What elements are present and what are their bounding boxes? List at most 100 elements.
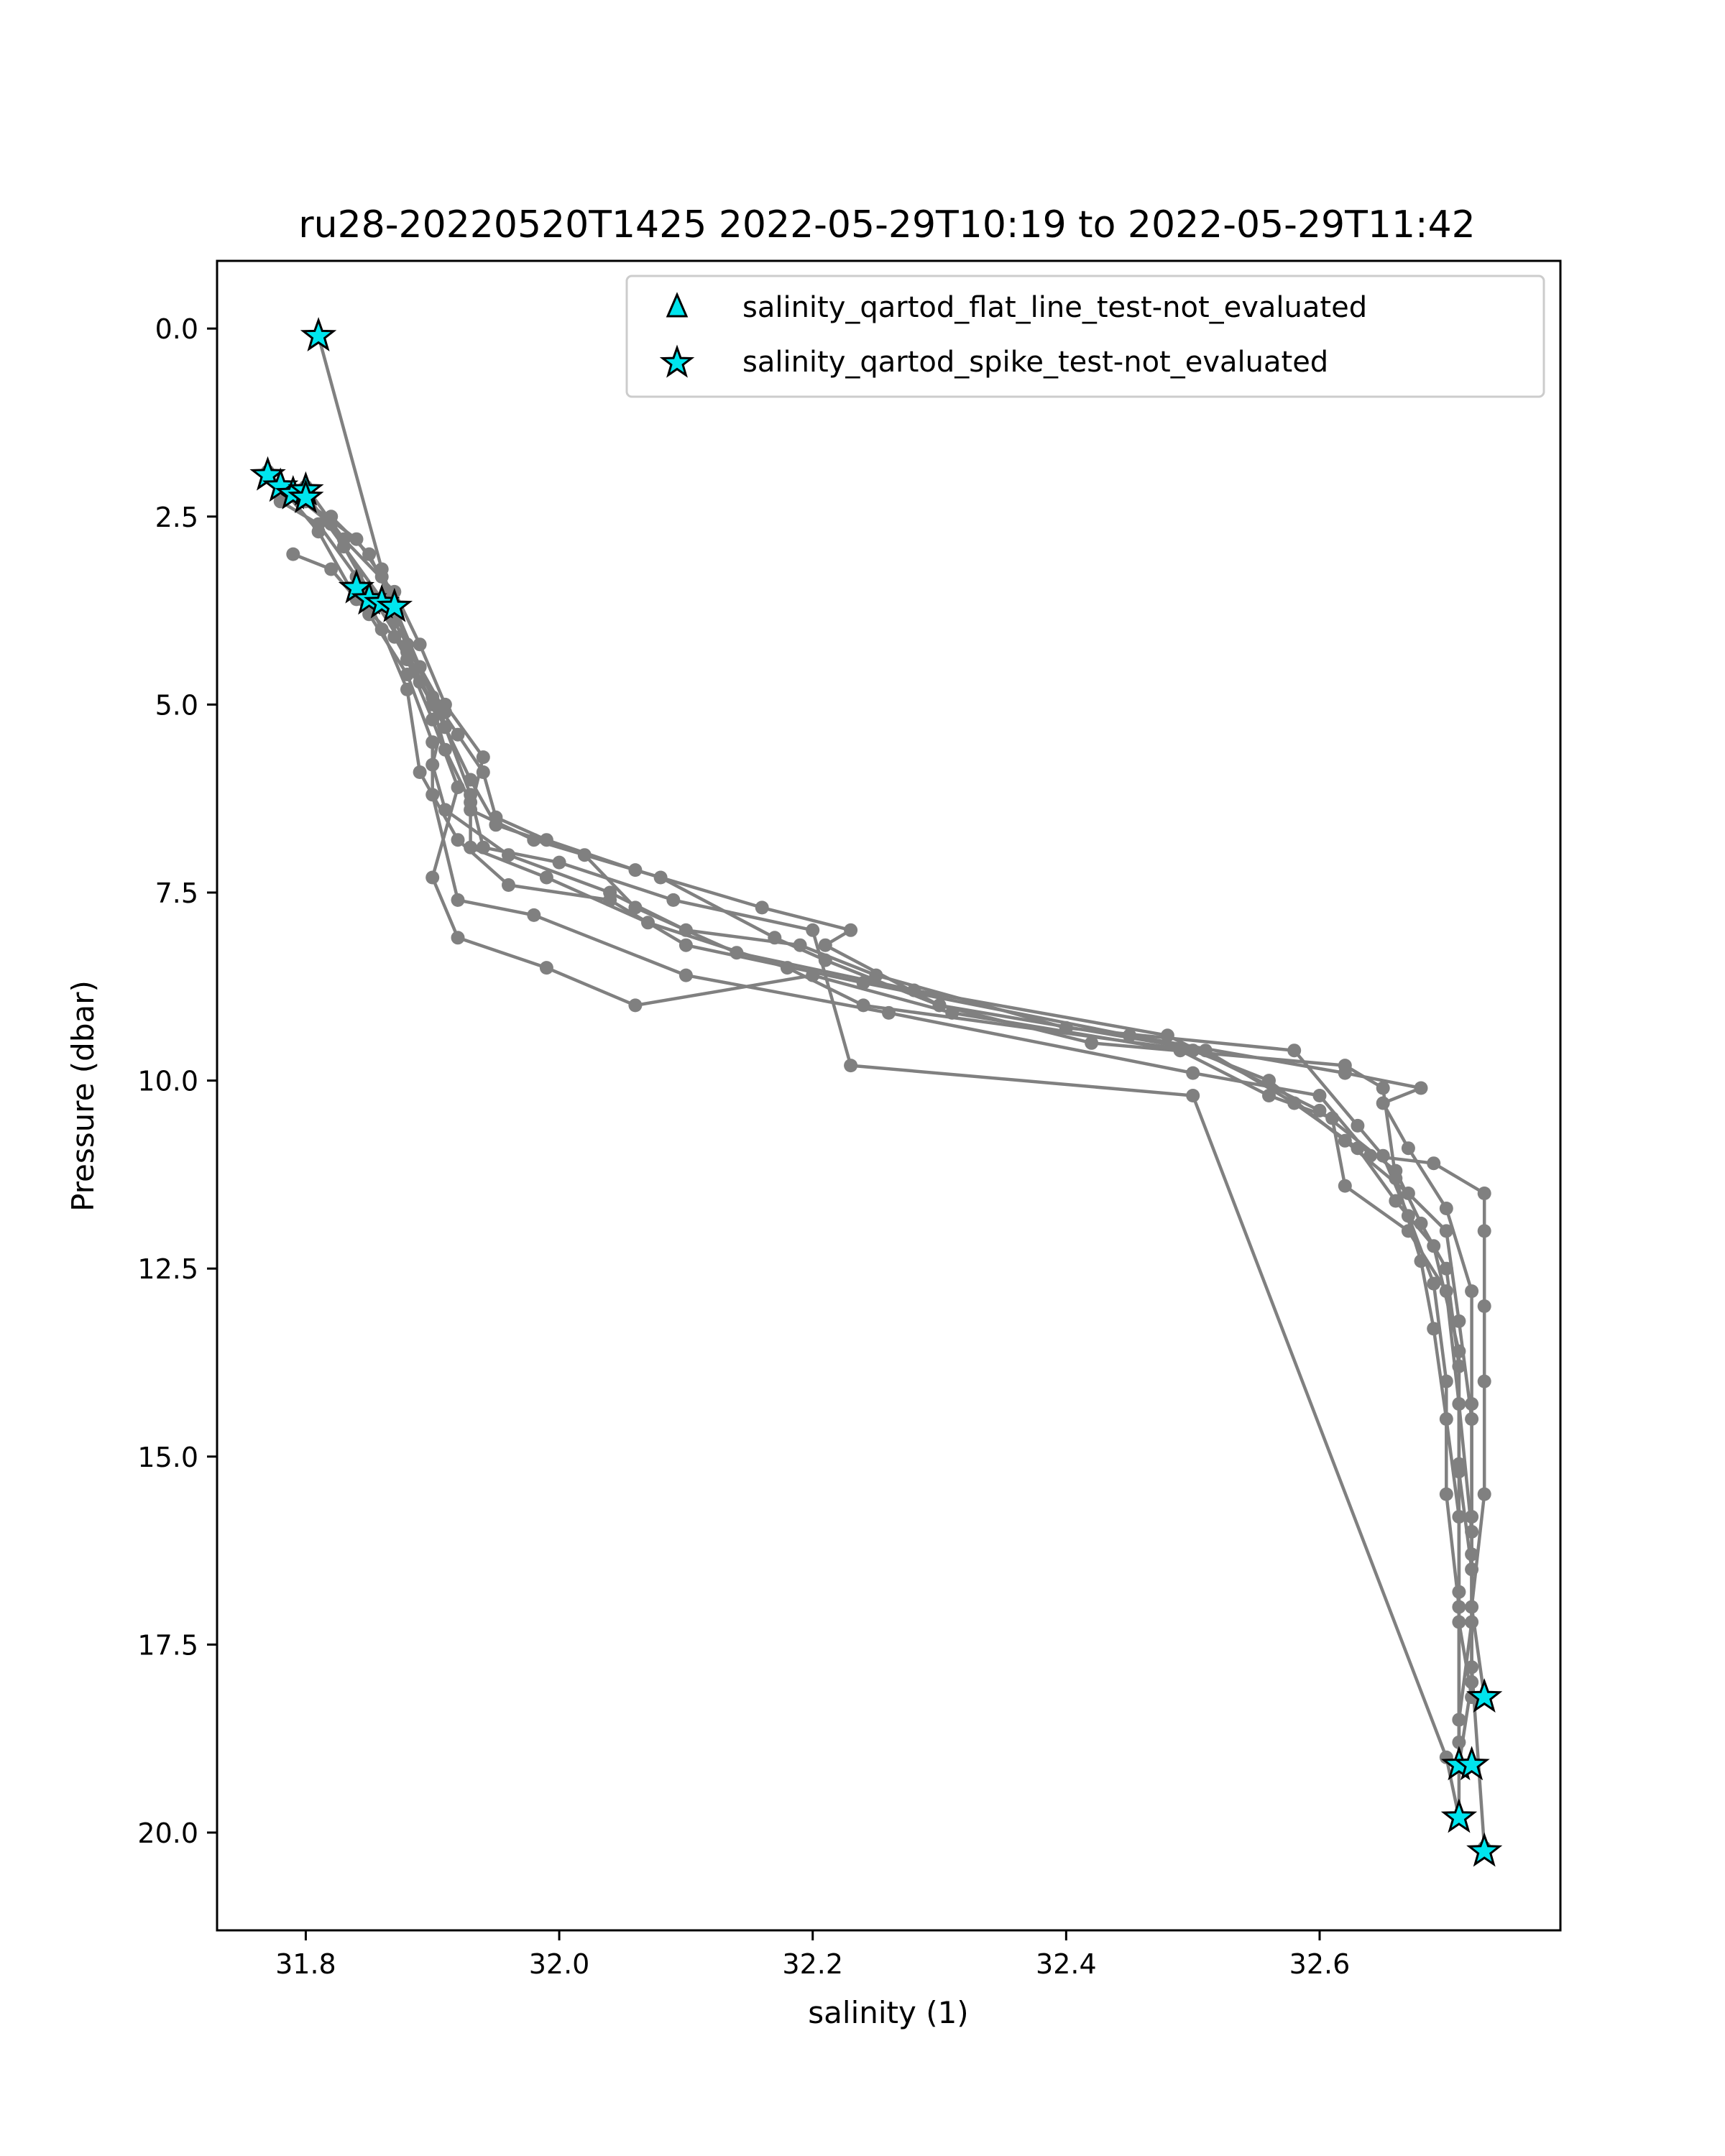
legend-box — [625, 275, 1545, 398]
data-point — [1477, 1487, 1491, 1501]
data-point — [932, 998, 947, 1013]
data-point — [362, 547, 377, 561]
data-point — [1439, 1224, 1453, 1238]
data-point — [286, 547, 300, 561]
data-point — [844, 923, 858, 937]
data-point — [1477, 1224, 1491, 1238]
data-point — [1477, 1374, 1491, 1388]
data-point — [678, 968, 693, 982]
data-point — [374, 622, 389, 637]
spike-flag-marker — [300, 317, 337, 352]
data-point — [476, 840, 490, 854]
data-point — [451, 727, 465, 742]
data-point — [628, 998, 643, 1013]
data-point — [1477, 1187, 1491, 1200]
data-point — [1439, 1487, 1453, 1501]
data-point — [856, 976, 870, 990]
data-point — [400, 653, 414, 667]
data-point — [1287, 1096, 1302, 1110]
data-point — [451, 833, 465, 847]
data-point — [324, 510, 339, 524]
data-point — [1376, 1081, 1390, 1095]
legend-label-flat-line: salinity_qartod_flat_line_test-not_evalu… — [742, 291, 1367, 324]
data-point — [1452, 1585, 1466, 1599]
data-point — [1198, 1044, 1213, 1058]
data-point — [426, 870, 440, 885]
data-point — [311, 517, 326, 531]
spike-flag-marker — [376, 587, 413, 622]
data-point — [527, 908, 541, 922]
series-layer — [261, 329, 1491, 1855]
data-point — [426, 735, 440, 750]
data-point — [476, 750, 490, 765]
data-point — [552, 855, 566, 870]
plot-frame — [216, 259, 1562, 1932]
data-point — [1401, 1224, 1415, 1238]
data-point — [1287, 1044, 1302, 1058]
data-point — [1186, 1066, 1200, 1080]
data-point — [1262, 1089, 1276, 1102]
y-tick-label: 15.0 — [137, 1442, 198, 1473]
data-point — [1465, 1547, 1479, 1562]
data-point — [1389, 1194, 1403, 1208]
spike-flag-marker — [1453, 1746, 1490, 1781]
data-point — [1452, 1344, 1466, 1358]
data-point — [806, 923, 820, 937]
data-point — [1338, 1066, 1352, 1080]
data-point — [539, 870, 553, 885]
data-point — [628, 900, 643, 915]
data-point — [426, 712, 440, 727]
data-point — [413, 765, 427, 779]
data-point — [451, 780, 465, 794]
data-point — [1401, 1141, 1415, 1156]
data-point — [1186, 1089, 1200, 1102]
spike-flag-marker — [288, 479, 324, 514]
data-point — [1085, 1036, 1099, 1050]
data-point — [1389, 1164, 1403, 1178]
data-point — [1351, 1141, 1365, 1156]
chart-title: ru28-20220520T1425 2022-05-29T10:19 to 2… — [298, 203, 1475, 247]
data-point — [1427, 1156, 1441, 1171]
spike-flag-marker — [1440, 1798, 1478, 1833]
y-axis-label: Pressure (dbar) — [65, 980, 101, 1212]
plot-area — [249, 317, 1503, 1867]
y-tick-label: 20.0 — [137, 1818, 198, 1849]
data-point — [1427, 1276, 1441, 1291]
data-point — [1376, 1096, 1390, 1110]
data-point — [438, 697, 452, 711]
data-point — [502, 878, 515, 892]
data-point — [1414, 1081, 1428, 1095]
data-point — [1338, 1179, 1352, 1193]
data-point — [1160, 1028, 1174, 1043]
data-point — [349, 532, 364, 546]
data-point — [451, 893, 465, 907]
data-point — [1325, 1111, 1340, 1125]
triangle-icon — [666, 292, 689, 318]
data-point — [336, 532, 351, 546]
x-tick-label: 32.2 — [782, 1948, 843, 1980]
data-point — [1351, 1118, 1365, 1133]
data-point — [464, 840, 478, 854]
data-point — [1427, 1239, 1441, 1253]
data-point — [1452, 1314, 1466, 1328]
data-point — [539, 961, 553, 975]
data-point — [1439, 1374, 1453, 1388]
data-point — [768, 931, 782, 945]
data-point — [1439, 1261, 1453, 1276]
data-point — [818, 938, 832, 952]
y-tick-label: 0.0 — [155, 313, 198, 345]
data-point — [755, 900, 769, 915]
data-point — [653, 870, 668, 885]
data-point — [1465, 1284, 1479, 1299]
y-tick-label: 7.5 — [155, 877, 198, 909]
spike-flag-marker — [1466, 1678, 1503, 1713]
data-point — [451, 931, 465, 945]
data-point — [1452, 1735, 1466, 1749]
x-tick-label: 32.4 — [1036, 1948, 1097, 1980]
x-axis-label: salinity (1) — [808, 1995, 968, 2030]
data-point — [324, 562, 339, 576]
data-point — [400, 682, 414, 696]
star-icon — [659, 344, 695, 378]
data-point — [1312, 1089, 1327, 1102]
